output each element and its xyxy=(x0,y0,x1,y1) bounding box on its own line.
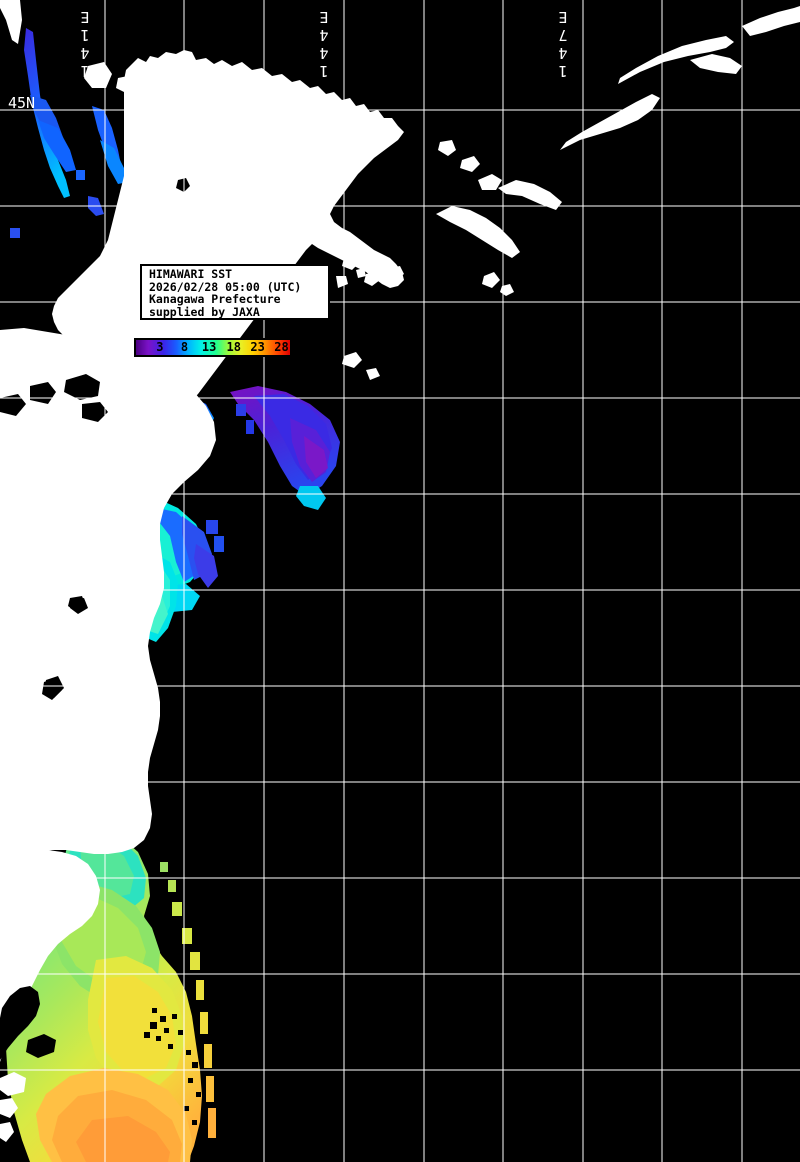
land-kuril-islands xyxy=(436,6,800,258)
colorbar-tick-8: 8 xyxy=(180,340,189,354)
lon-label-144e: 144E xyxy=(315,8,333,80)
colorbar-tick-23: 23 xyxy=(250,340,265,354)
colorbar-tick-3: 3 xyxy=(156,340,164,354)
sst-noise-speckle xyxy=(144,1008,204,1142)
colorbar-tick-18: 18 xyxy=(226,340,242,354)
colorbar-tick-13: 13 xyxy=(201,340,217,354)
lon-label-141e: 141E xyxy=(76,8,94,80)
sst-patch-nemuro-cold xyxy=(230,386,340,510)
lon-label-147e: 147E xyxy=(554,8,572,80)
colorbar-tick-28: 28 xyxy=(274,340,289,354)
info-title: HIMAWARI SST xyxy=(149,267,233,281)
map-info-box: HIMAWARI SST 2026/02/28 05:00 (UTC) Kana… xyxy=(140,264,330,320)
sst-colorbar: 3 8 13 18 23 28 xyxy=(134,338,292,357)
land-offshore-islets xyxy=(14,598,88,924)
info-timestamp: 2026/02/28 05:00 (UTC) xyxy=(149,279,302,294)
info-credit: supplied by JAXA xyxy=(149,304,260,319)
colorbar-gradient xyxy=(136,340,290,355)
grid-meridians xyxy=(104,0,743,1162)
sst-patch-west-hokkaido-streak xyxy=(92,106,128,184)
land-honshu-south xyxy=(0,850,100,1142)
land-nemuro-islets xyxy=(336,254,514,380)
lat-label-45n: 45N xyxy=(8,94,36,112)
land-honshu xyxy=(0,328,216,868)
colorbar-tick-labels: 3 8 13 18 23 28 xyxy=(136,340,290,355)
info-region: Kanagawa Prefecture xyxy=(149,292,281,307)
grid-parallels xyxy=(0,109,800,1071)
